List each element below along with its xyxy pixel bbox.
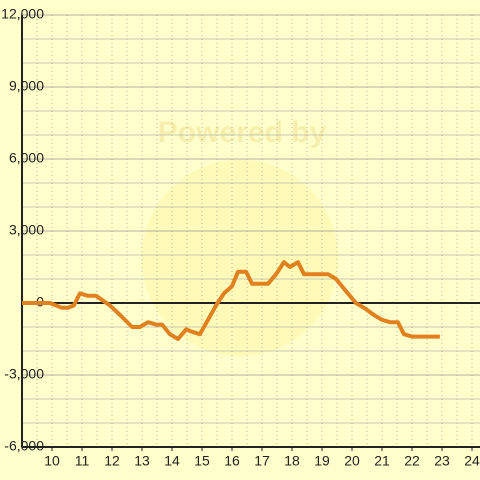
x-tick-label: 22 <box>404 453 420 469</box>
y-tick-label: -3,000 <box>4 366 44 382</box>
x-tick-label: 17 <box>254 453 270 469</box>
y-tick-label: 12,000 <box>1 6 44 22</box>
x-tick-label: 18 <box>284 453 300 469</box>
x-tick-label: 15 <box>194 453 210 469</box>
x-tick-label: 21 <box>374 453 390 469</box>
x-tick-label: 19 <box>314 453 330 469</box>
x-tick-label: 14 <box>164 453 180 469</box>
y-tick-label: 9,000 <box>9 78 44 94</box>
line <box>22 260 440 341</box>
y-tick-label: 3,000 <box>9 222 44 238</box>
x-tick-label: 11 <box>75 453 90 469</box>
watermark-logo <box>142 160 338 356</box>
x-tick-label: 13 <box>134 453 150 469</box>
x-tick-label: 10 <box>44 453 60 469</box>
y-tick-label: -6,000 <box>4 438 44 454</box>
x-tick-label: 24 <box>464 453 480 469</box>
x-tick-label: 23 <box>434 453 450 469</box>
x-tick-label: 12 <box>104 453 120 469</box>
x-tick-label: 20 <box>344 453 360 469</box>
y-tick-label: 6,000 <box>9 150 44 166</box>
x-tick-label: 16 <box>224 453 240 469</box>
watermark: Powered by <box>158 116 327 149</box>
